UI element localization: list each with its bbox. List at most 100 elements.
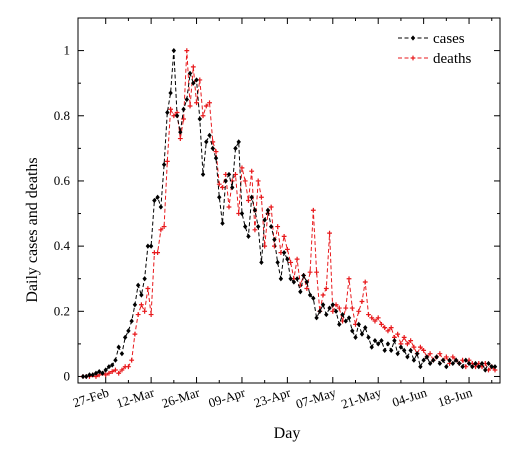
cases-point: [307, 292, 313, 298]
cases-point: [379, 338, 384, 344]
cases-point: [304, 279, 310, 285]
deaths-point: [275, 224, 281, 229]
cases-point: [356, 321, 361, 327]
deaths-point: [382, 325, 388, 330]
cases-point: [80, 373, 86, 380]
plot-border: [77, 17, 501, 384]
deaths-point: [395, 331, 401, 337]
deaths-point: [148, 312, 154, 317]
cases-point: [210, 145, 215, 151]
deaths-point: [359, 299, 365, 304]
deaths-point: [145, 286, 151, 291]
cases-point: [226, 171, 232, 178]
deaths-point: [310, 207, 316, 213]
series-cases: [80, 47, 498, 380]
cases-point: [152, 197, 157, 204]
cases-point: [220, 220, 225, 226]
deaths-point: [304, 286, 310, 291]
cases-point: [246, 233, 251, 239]
deaths-point: [336, 305, 342, 311]
legend: cases deaths: [398, 31, 471, 67]
cases-point: [343, 318, 348, 324]
deaths-point: [207, 100, 212, 106]
x-tick-label: 21-May: [339, 384, 383, 411]
deaths-point: [385, 328, 391, 334]
cases-point: [486, 360, 491, 367]
deaths-point: [138, 302, 144, 308]
cases-point: [135, 282, 141, 288]
cases-point: [473, 360, 478, 367]
deaths-point: [281, 233, 287, 239]
cases-point: [463, 357, 469, 363]
deaths-point: [132, 331, 138, 337]
cases-point: [359, 331, 365, 337]
cases-point: [272, 237, 277, 243]
series-deaths: [80, 48, 498, 379]
cases-point: [366, 334, 371, 340]
deaths-point: [249, 168, 255, 174]
cases-point: [161, 162, 167, 168]
cases-point: [252, 207, 258, 213]
cases-point: [223, 178, 228, 184]
deaths-point: [203, 103, 209, 109]
deaths-point: [437, 351, 443, 357]
y-axis: 0 0.2 0.4 0.6 0.8 1: [54, 43, 500, 383]
cases-point: [84, 373, 89, 380]
deaths-point: [284, 246, 290, 252]
deaths-point: [220, 185, 225, 190]
cases-point: [187, 70, 193, 77]
series-layer: [80, 47, 498, 380]
cases-point: [174, 113, 180, 119]
deaths-point: [103, 372, 109, 378]
deaths-line: [83, 50, 496, 378]
cases-point: [470, 364, 475, 370]
deaths-point: [268, 204, 274, 210]
cases-point: [483, 367, 488, 373]
cases-point: [181, 106, 186, 112]
cases-point: [230, 184, 235, 191]
cases-point: [113, 357, 118, 363]
cases-point: [414, 351, 420, 357]
deaths-point: [346, 276, 352, 282]
cases-point: [427, 360, 433, 367]
deaths-point: [375, 315, 381, 321]
cases-point: [262, 217, 267, 223]
cases-point: [320, 302, 326, 308]
deaths-point: [450, 354, 456, 360]
cases-point: [333, 308, 339, 314]
cases-point: [476, 364, 481, 370]
cases-point: [155, 194, 160, 200]
deaths-point: [288, 260, 294, 265]
deaths-point: [323, 286, 329, 291]
cases-point: [90, 372, 95, 378]
cases-point: [353, 334, 358, 340]
deaths-point: [116, 370, 122, 376]
cases-point: [139, 292, 144, 298]
deaths-point: [327, 230, 332, 236]
cases-point: [142, 276, 147, 282]
deaths-point: [181, 116, 186, 122]
deaths-point: [168, 106, 173, 112]
cases-point: [440, 357, 446, 363]
x-axis-title: Day: [274, 425, 301, 442]
deaths-point: [129, 357, 135, 363]
cases-point: [255, 223, 261, 230]
cases-point: [145, 243, 151, 249]
cases-point: [369, 344, 374, 350]
cases-point: [288, 276, 293, 282]
deaths-point: [119, 367, 125, 373]
cases-point: [298, 289, 303, 295]
cases-point: [424, 354, 430, 360]
cases-point: [126, 328, 131, 334]
y-tick-label: 1: [64, 43, 71, 58]
deaths-point: [411, 344, 417, 350]
deaths-point: [246, 198, 251, 203]
x-tick-label: 26-Mar: [160, 384, 202, 411]
cases-point: [327, 305, 332, 311]
cases-point: [350, 328, 355, 334]
cases-point: [392, 338, 397, 344]
deaths-point: [158, 227, 164, 233]
deaths-point: [187, 103, 193, 109]
cases-point: [200, 171, 206, 178]
cases-point: [184, 96, 190, 103]
